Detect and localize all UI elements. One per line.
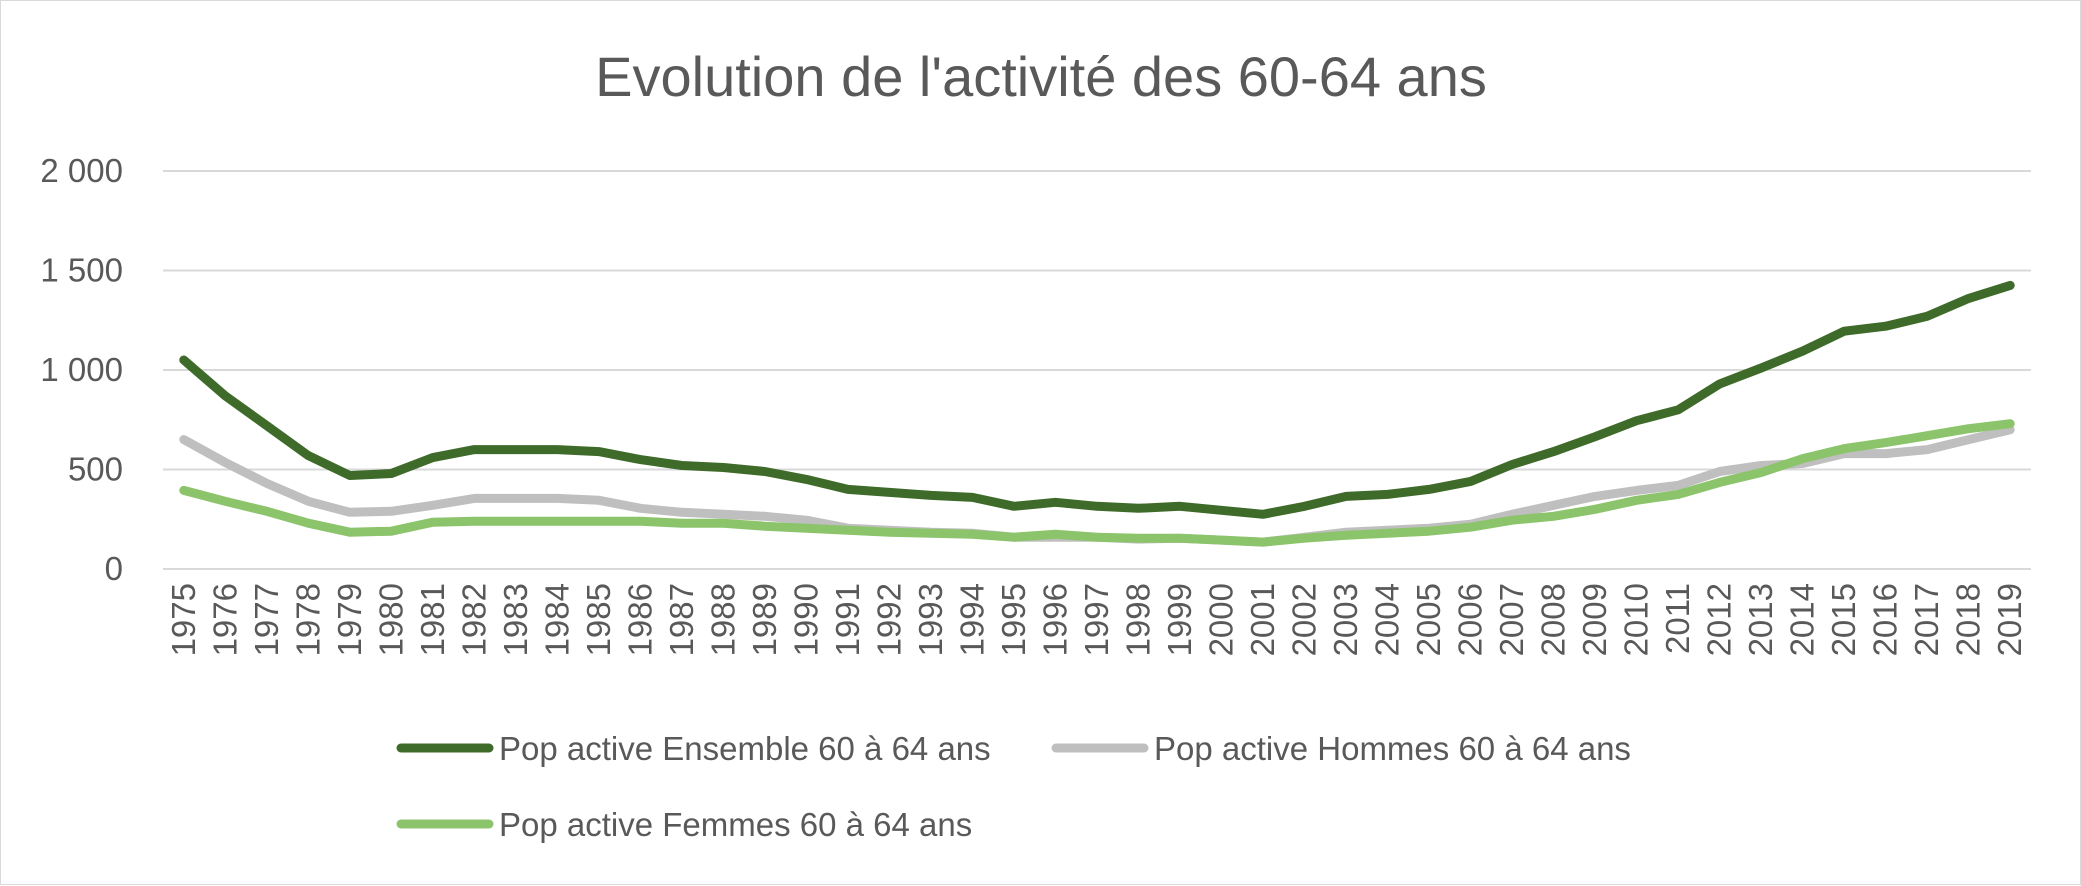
x-tick-label: 1992 — [870, 583, 907, 656]
y-tick-label: 1 000 — [40, 351, 123, 388]
x-tick-label: 2004 — [1369, 583, 1406, 656]
legend-item-1: Pop active Ensemble 60 à 64 ans — [396, 730, 991, 767]
x-tick-label: 2018 — [1950, 583, 1987, 656]
x-tick-label: 1997 — [1078, 583, 1115, 656]
x-tick-label: 1978 — [289, 583, 326, 656]
legend-item-3: Pop active Femmes 60 à 64 ans — [396, 806, 972, 843]
x-tick-label: 1995 — [995, 583, 1032, 656]
x-tick-label: 2011 — [1659, 583, 1696, 654]
x-tick-label: 2019 — [1991, 583, 2028, 656]
legend: Pop active Ensemble 60 à 64 ans Pop activ… — [396, 730, 1631, 843]
x-tick-label: 1991 — [829, 583, 866, 656]
y-tick-label: 1 500 — [40, 252, 123, 289]
x-tick-label: 1979 — [331, 583, 368, 656]
x-axis: 1975 1976 1977 1978 1979 1980 1981 1982 1983 1984… — [165, 583, 2028, 656]
x-tick-label: 2013 — [1742, 583, 1779, 656]
x-tick-label: 1998 — [1120, 583, 1157, 656]
x-tick-label: 2009 — [1576, 583, 1613, 656]
x-tick-label: 1976 — [206, 583, 243, 656]
legend-label: Pop active Femmes 60 à 64 ans — [499, 806, 972, 843]
x-tick-label: 2008 — [1535, 583, 1572, 656]
x-tick-label: 1996 — [1036, 583, 1073, 656]
x-tick-label: 2016 — [1867, 583, 1904, 656]
x-tick-label: 2001 — [1244, 583, 1281, 656]
x-tick-label: 2007 — [1493, 583, 1530, 656]
x-tick-label: 1977 — [248, 583, 285, 656]
x-tick-label: 1985 — [580, 583, 617, 656]
series-line-3 — [179, 419, 2015, 547]
legend-label: Pop active Hommes 60 à 64 ans — [1154, 730, 1631, 767]
x-tick-label: 1989 — [746, 583, 783, 656]
x-tick-label: 1986 — [621, 583, 658, 656]
y-tick-label: 2 000 — [40, 152, 123, 189]
legend-item-2: Pop active Hommes 60 à 64 ans — [1051, 730, 1631, 767]
x-tick-label: 2017 — [1908, 583, 1945, 656]
x-tick-label: 1980 — [372, 583, 409, 656]
x-tick-label: 1993 — [912, 583, 949, 656]
chart-title: Evolution de l'activité des 60-64 ans — [595, 45, 1487, 108]
legend-label: Pop active Ensemble 60 à 64 ans — [499, 730, 991, 767]
x-tick-label: 1999 — [1161, 583, 1198, 656]
x-tick-label: 2012 — [1701, 583, 1738, 656]
x-tick-label: 1990 — [787, 583, 824, 656]
x-tick-label: 2010 — [1618, 583, 1655, 656]
x-tick-label: 1987 — [663, 583, 700, 656]
x-tick-label: 1983 — [497, 583, 534, 656]
y-axis: 0 500 1 000 1 500 2 000 — [40, 152, 123, 587]
x-tick-label: 2014 — [1784, 583, 1821, 656]
x-tick-label: 1988 — [704, 583, 741, 656]
series-lines — [179, 280, 2015, 547]
x-tick-label: 2015 — [1825, 583, 1862, 656]
y-tick-label: 0 — [105, 550, 123, 587]
x-tick-label: 1982 — [455, 583, 492, 656]
x-tick-label: 2002 — [1286, 583, 1323, 656]
x-tick-label: 2005 — [1410, 583, 1447, 656]
x-tick-label: 1981 — [414, 583, 451, 656]
x-tick-label: 2000 — [1203, 583, 1240, 656]
y-tick-label: 500 — [68, 451, 123, 488]
x-tick-label: 2006 — [1452, 583, 1489, 656]
series-line-1 — [179, 280, 2015, 519]
x-tick-label: 2003 — [1327, 583, 1364, 656]
x-tick-label: 1984 — [538, 583, 575, 656]
x-tick-label: 1975 — [165, 583, 202, 656]
x-tick-label: 1994 — [953, 583, 990, 656]
